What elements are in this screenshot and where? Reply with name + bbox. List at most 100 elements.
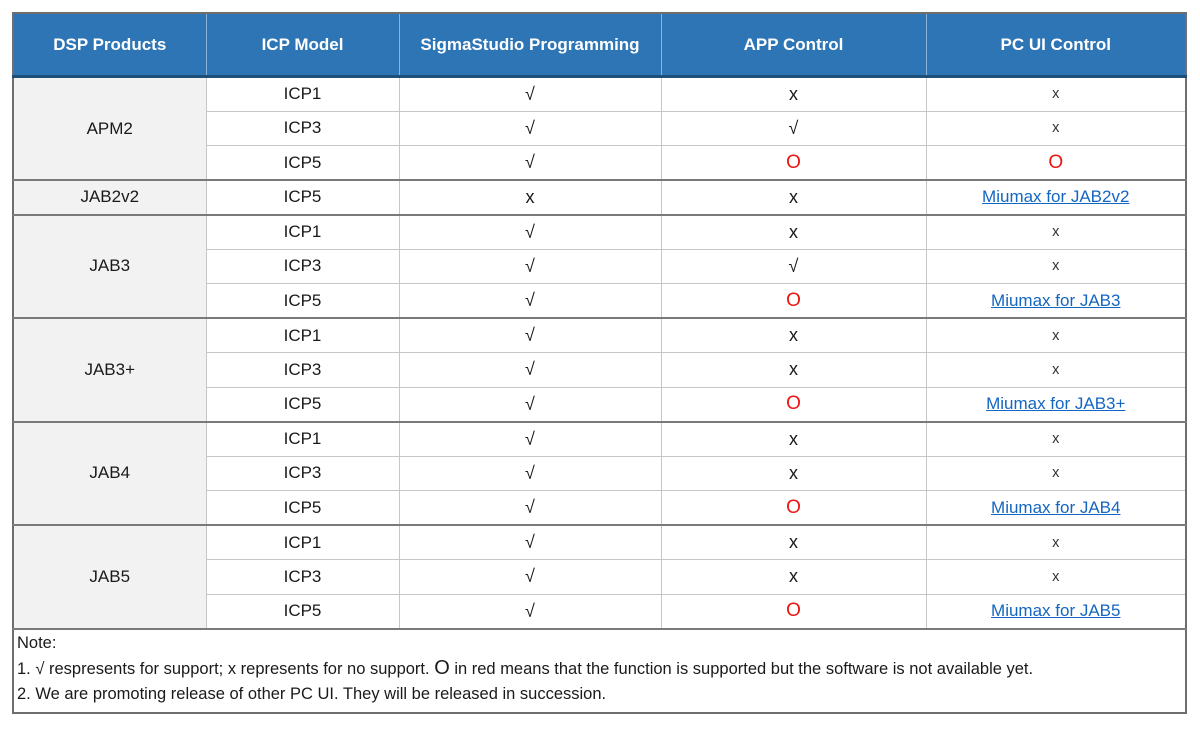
column-header-pcui-control: PC UI Control: [926, 13, 1186, 78]
table-row: ICP5 √ O Miumax for JAB3+: [13, 386, 1187, 422]
icp-model-cell: ICP1: [205, 524, 400, 560]
app-cell: x: [660, 559, 927, 595]
pcui-cell: x: [925, 248, 1187, 284]
table-row: ICP5 √ O Miumax for JAB4: [13, 490, 1187, 526]
icp-model-cell: ICP1: [205, 214, 400, 250]
table-header: DSP Products ICP Model SigmaStudio Progr…: [13, 13, 1186, 78]
table-row: ICP3 √ √ x: [13, 248, 1187, 284]
icp-model-cell: ICP3: [205, 248, 400, 284]
sigma-cell: √: [398, 490, 662, 526]
note-line1-part2: in red means that the function is suppor…: [449, 659, 1034, 678]
sigma-cell: √: [398, 110, 662, 146]
sigma-cell: √: [398, 283, 662, 319]
sigma-cell: √: [398, 559, 662, 595]
note-line-2: 2. We are promoting release of other PC …: [17, 684, 607, 703]
pcui-cell: Miumax for JAB4: [925, 490, 1187, 526]
note-label: Note:: [17, 633, 57, 652]
column-header-app-control: APP Control: [661, 13, 927, 78]
table-row: JAB4 ICP1 √ x x: [12, 421, 1187, 526]
pcui-cell: x: [925, 214, 1187, 250]
icp-model-cell: ICP1: [205, 421, 400, 457]
table-row: ICP5 √ O O: [13, 145, 1187, 181]
app-cell: √: [660, 110, 927, 146]
table-row: JAB5 ICP1 √ x x: [12, 524, 1187, 629]
table-row: JAB3 ICP1 √ x x: [12, 214, 1187, 319]
group-jab3plus: JAB3+ ICP1 √ x x ICP3 √ x x ICP5 √ O Miu…: [12, 317, 1187, 422]
compatibility-table: DSP Products ICP Model SigmaStudio Progr…: [12, 12, 1187, 714]
table-row: ICP3 √ √ x: [13, 110, 1187, 146]
sigma-cell: √: [398, 214, 662, 250]
icp-model-cell: ICP5: [205, 283, 400, 319]
pcui-cell: x: [925, 110, 1187, 146]
icp-model-cell: ICP3: [205, 352, 400, 388]
pcui-cell: O: [925, 145, 1187, 181]
sigma-cell: √: [398, 352, 662, 388]
app-cell: x: [660, 76, 927, 112]
miumax-jab4-link[interactable]: Miumax for JAB4: [991, 497, 1121, 517]
miumax-jab2v2-link[interactable]: Miumax for JAB2v2: [982, 187, 1130, 207]
table-row: APM2 ICP1 √ x x: [12, 76, 1187, 181]
group-jab4: JAB4 ICP1 √ x x ICP3 √ x x ICP5 √ O Mium…: [12, 421, 1187, 526]
group-jab2v2: JAB2v2 ICP5 x x Miumax for JAB2v2: [12, 179, 1187, 215]
app-cell: O: [660, 145, 927, 181]
pcui-cell: Miumax for JAB3: [925, 283, 1187, 319]
pcui-cell: Miumax for JAB5: [925, 593, 1187, 629]
pcui-cell: x: [925, 455, 1187, 491]
app-cell: x: [660, 455, 927, 491]
icp-model-cell: ICP3: [205, 110, 400, 146]
icp-model-cell: ICP3: [205, 455, 400, 491]
product-cell: JAB3: [12, 214, 207, 319]
sigma-cell: √: [398, 524, 662, 560]
sigma-cell: √: [398, 76, 662, 112]
app-cell: O: [660, 283, 927, 319]
table-row: JAB2v2 ICP5 x x Miumax for JAB2v2: [12, 179, 1187, 215]
miumax-jab3plus-link[interactable]: Miumax for JAB3+: [986, 394, 1126, 413]
notes-cell: Note: 1. √ respresents for support; x re…: [12, 628, 1187, 713]
app-cell: x: [660, 317, 927, 353]
icp-model-cell: ICP5: [205, 593, 400, 629]
sigma-cell: √: [398, 248, 662, 284]
table-row: ICP3 √ x x: [13, 455, 1187, 491]
app-cell: x: [660, 179, 927, 215]
note-line-1: 1. √ respresents for support; x represen…: [17, 656, 1181, 682]
app-cell: x: [660, 421, 927, 457]
icp-model-cell: ICP5: [205, 386, 400, 422]
column-header-dsp-products: DSP Products: [13, 13, 207, 78]
app-cell: O: [660, 386, 927, 422]
notes-row: Note: 1. √ respresents for support; x re…: [12, 628, 1187, 713]
sigma-cell: √: [398, 317, 662, 353]
group-jab3: JAB3 ICP1 √ x x ICP3 √ √ x ICP5 √ O Mium…: [12, 214, 1187, 319]
sigma-cell: √: [398, 455, 662, 491]
column-header-sigmastudio: SigmaStudio Programming: [399, 13, 662, 78]
pcui-cell: x: [925, 76, 1187, 112]
sigma-cell: √: [398, 593, 662, 629]
product-cell: JAB4: [12, 421, 207, 526]
pcui-cell: Miumax for JAB3+: [925, 386, 1187, 422]
group-jab5: JAB5 ICP1 √ x x ICP3 √ x x ICP5 √ O Mium…: [12, 524, 1187, 629]
notes-section: Note: 1. √ respresents for support; x re…: [12, 628, 1187, 713]
pcui-cell: x: [925, 352, 1187, 388]
note-circle-symbol: O: [434, 656, 450, 679]
app-cell: x: [660, 214, 927, 250]
table-row: ICP5 √ O Miumax for JAB3: [13, 283, 1187, 319]
app-cell: x: [660, 352, 927, 388]
pcui-cell: x: [925, 421, 1187, 457]
icp-model-cell: ICP5: [205, 490, 400, 526]
sigma-cell: x: [398, 179, 662, 215]
miumax-jab3-link[interactable]: Miumax for JAB3: [991, 290, 1121, 310]
icp-model-cell: ICP1: [205, 317, 400, 353]
pcui-cell: x: [925, 317, 1187, 353]
miumax-jab5-link[interactable]: Miumax for JAB5: [991, 601, 1121, 620]
table-row: JAB3+ ICP1 √ x x: [12, 317, 1187, 422]
icp-model-cell: ICP3: [205, 559, 400, 595]
app-cell: x: [660, 524, 927, 560]
pcui-cell: x: [925, 559, 1187, 595]
app-cell: √: [660, 248, 927, 284]
product-cell: APM2: [12, 76, 207, 181]
sigma-cell: √: [398, 421, 662, 457]
icp-model-cell: ICP1: [205, 76, 400, 112]
pcui-cell: Miumax for JAB2v2: [925, 179, 1187, 215]
app-cell: O: [660, 490, 927, 526]
product-cell: JAB5: [12, 524, 207, 629]
icp-model-cell: ICP5: [205, 179, 400, 215]
